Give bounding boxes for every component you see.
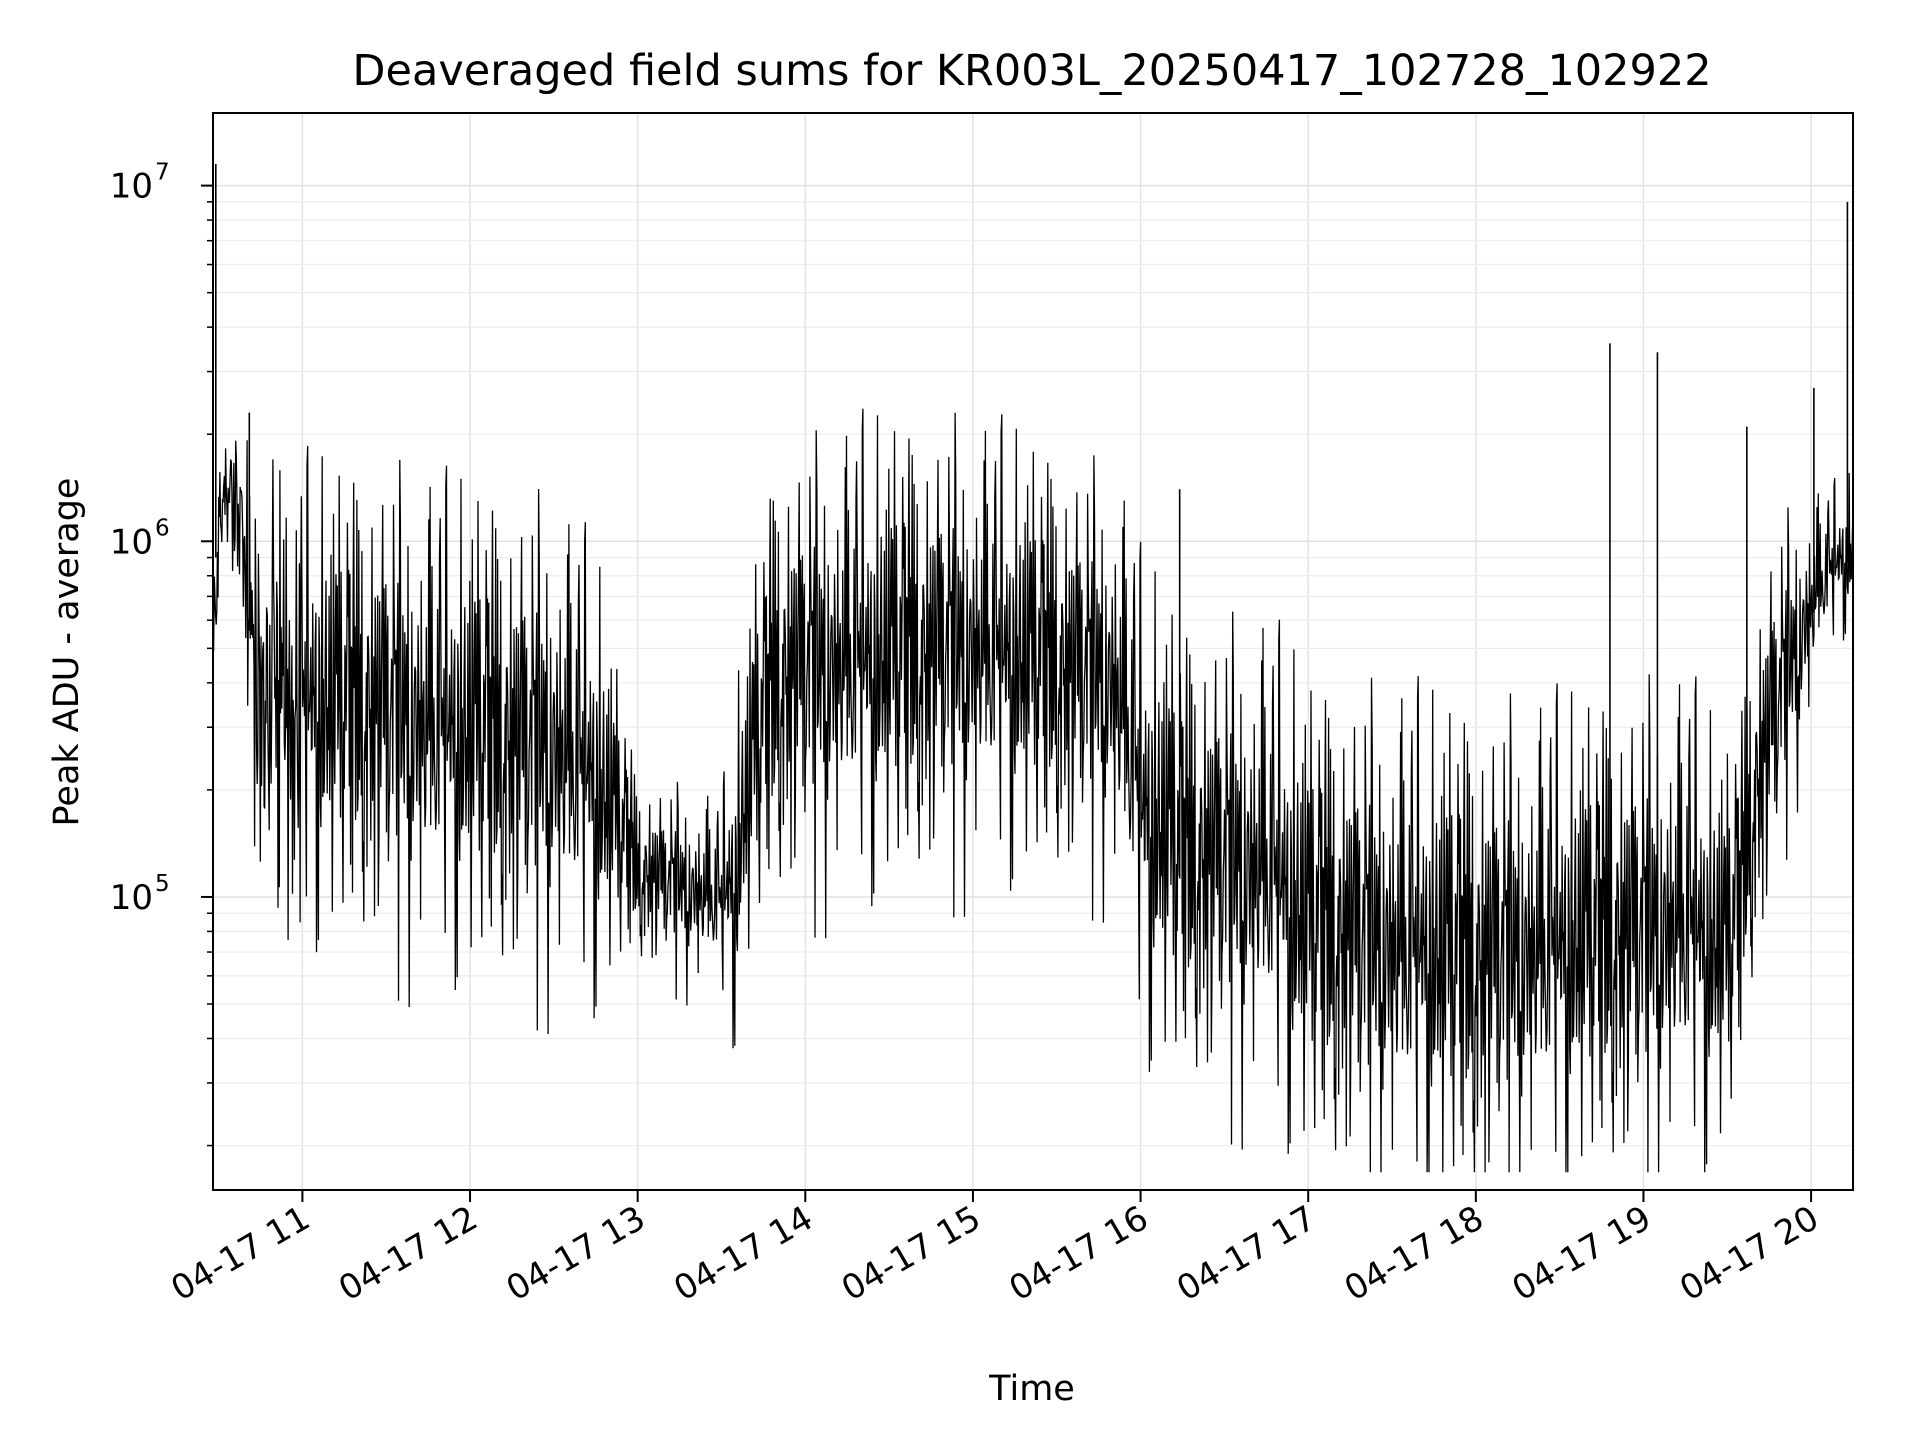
y-axis-label: Peak ADU - average <box>47 478 87 827</box>
x-axis-label: Time <box>988 1369 1075 1409</box>
y-tick-label: 10 <box>110 878 153 918</box>
series-line <box>212 408 1854 1173</box>
y-tick-exponent: 6 <box>155 515 170 541</box>
y-tick-exponent: 5 <box>155 871 170 897</box>
series-group <box>212 164 1854 1173</box>
y-tick-exponent: 7 <box>155 160 170 186</box>
chart-title: Deaveraged field sums for KR003L_2025041… <box>352 46 1711 96</box>
plot-frame <box>212 112 1854 1191</box>
y-tick-label: 10 <box>110 522 153 562</box>
y-tick-label: 10 <box>110 167 153 207</box>
